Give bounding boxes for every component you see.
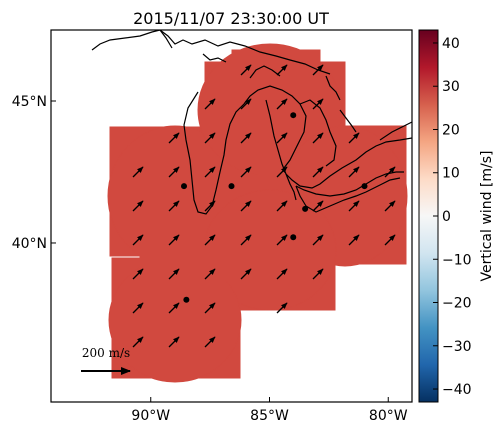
station-marker — [290, 234, 297, 241]
wind-arrow — [276, 64, 288, 76]
wind-arrow — [276, 302, 288, 314]
wind-arrow — [240, 268, 252, 280]
wind-arrow — [204, 98, 216, 110]
reference-arrow: 200 m/s — [81, 346, 131, 375]
x-tick-label: 90°W — [131, 408, 170, 424]
wind-arrow — [168, 302, 180, 314]
wind-arrow — [276, 166, 288, 178]
wind-arrow — [348, 132, 360, 144]
wind-arrow — [312, 234, 324, 246]
colorbar-tick-label: −30 — [442, 339, 472, 355]
colorbar-tick-label: −10 — [442, 252, 472, 268]
wind-arrow — [168, 200, 180, 212]
longitude-ticks: 90°W 85°W 80°W — [131, 397, 408, 424]
wind-arrow — [276, 132, 288, 144]
colorbar-tick-label: 10 — [442, 166, 460, 182]
wind-arrow — [168, 268, 180, 280]
wind-arrow — [168, 132, 180, 144]
wind-arrow — [276, 234, 288, 246]
y-tick-label: 45°N — [12, 94, 47, 110]
station-marker — [361, 183, 368, 190]
wind-arrow — [132, 302, 144, 314]
colorbar-tick-label: 20 — [442, 122, 460, 138]
wind-arrow — [240, 64, 252, 76]
wind-arrow — [384, 166, 396, 178]
wind-arrow — [276, 268, 288, 280]
wind-arrow — [204, 302, 216, 314]
wind-arrow — [348, 200, 360, 212]
x-tick-label: 80°W — [369, 408, 408, 424]
wind-arrow — [348, 234, 360, 246]
wind-arrow — [240, 234, 252, 246]
wind-arrow — [312, 200, 324, 212]
map-frame — [50, 29, 413, 403]
colorbar-tick-label: 0 — [442, 209, 451, 225]
wind-arrow — [204, 200, 216, 212]
wind-arrow — [168, 234, 180, 246]
wind-arrow — [168, 166, 180, 178]
reference-arrow-label: 200 m/s — [82, 346, 130, 360]
wind-arrow — [132, 166, 144, 178]
station-marker — [302, 205, 309, 212]
wind-vector-field — [132, 64, 396, 348]
y-tick-label: 40°N — [12, 236, 47, 252]
wind-arrow — [204, 132, 216, 144]
colorbar-tick-label: 30 — [442, 79, 460, 95]
wind-arrow — [204, 234, 216, 246]
wind-arrow — [132, 336, 144, 348]
colorbar: 40 30 20 10 0 −10 −20 −30 −40 Vertical wind [m/s… — [418, 29, 495, 403]
wind-arrow — [276, 200, 288, 212]
colorbar-ticks: 40 30 20 10 0 −10 −20 −30 −40 — [433, 36, 472, 398]
colorbar-tick-label: −20 — [442, 296, 472, 312]
colorbar-tick-label: −40 — [442, 382, 472, 398]
wind-arrow — [276, 98, 288, 110]
wind-arrow — [312, 132, 324, 144]
wind-arrow — [312, 166, 324, 178]
x-tick-label: 85°W — [250, 408, 289, 424]
wind-arrow — [240, 98, 252, 110]
station-markers — [181, 112, 368, 303]
station-marker — [228, 183, 235, 190]
colorbar-tick-label: 40 — [442, 36, 460, 52]
station-marker — [290, 112, 297, 119]
latitude-ticks: 45°N 40°N — [12, 94, 56, 252]
wind-arrow — [132, 200, 144, 212]
wind-arrow — [204, 166, 216, 178]
wind-arrow — [312, 98, 324, 110]
wind-arrow — [132, 268, 144, 280]
wind-arrow — [168, 336, 180, 348]
station-marker — [183, 296, 190, 303]
wind-arrow — [240, 166, 252, 178]
wind-arrow — [348, 166, 360, 178]
wind-arrow — [204, 336, 216, 348]
map-title: 2015/11/07 23:30:00 UT — [133, 9, 329, 28]
wind-arrow — [132, 234, 144, 246]
wind-arrow — [240, 132, 252, 144]
wind-arrow — [384, 234, 396, 246]
wind-arrow — [312, 268, 324, 280]
wind-arrow — [384, 200, 396, 212]
wind-arrow — [204, 268, 216, 280]
station-marker — [181, 183, 187, 190]
wind-arrow — [240, 200, 252, 212]
colorbar-label: Vertical wind [m/s] — [479, 151, 495, 282]
wind-arrow — [312, 64, 324, 76]
